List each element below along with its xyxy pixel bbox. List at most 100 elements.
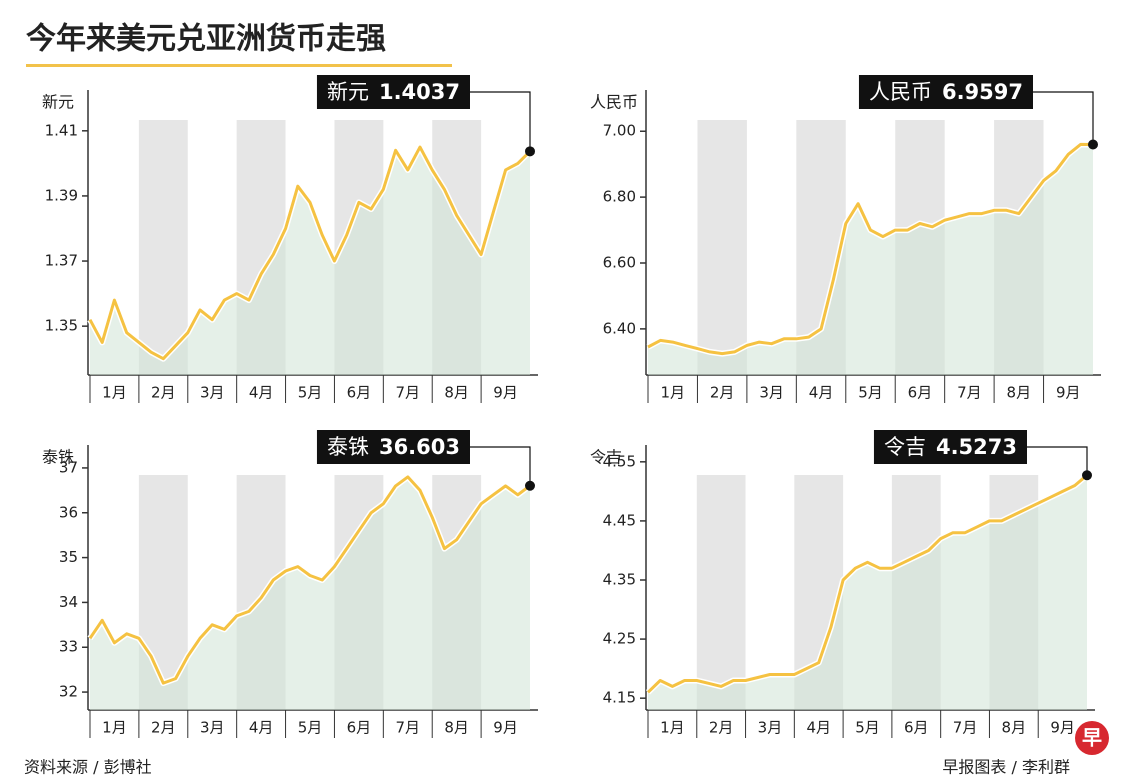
y-tick-label: 4.35 (603, 571, 636, 589)
callout-connector (1027, 446, 1088, 476)
x-tick-label: 1月 (660, 719, 685, 737)
logo-circle (1075, 721, 1109, 755)
x-tick-label: 6月 (347, 384, 372, 402)
x-tick-label: 6月 (908, 384, 933, 402)
x-tick-label: 5月 (855, 719, 880, 737)
y-tick-label: 7.00 (603, 122, 636, 140)
x-tick-label: 2月 (709, 719, 734, 737)
credit: 早报图表 / 李利群 (942, 758, 1070, 777)
x-tick-label: 6月 (904, 719, 929, 737)
y-tick-label: 34 (59, 593, 78, 611)
y-tick-label: 1.41 (45, 121, 78, 139)
x-tick-label: 5月 (298, 719, 323, 737)
x-tick-label: 9月 (493, 384, 518, 402)
x-tick-label: 1月 (660, 384, 685, 402)
line (88, 475, 531, 685)
x-tick-label: 8月 (1002, 719, 1027, 737)
last-point (525, 480, 535, 491)
y-axis-label: 令吉 (590, 448, 622, 467)
y-tick-label: 4.45 (603, 511, 636, 529)
y-tick-label: 32 (59, 683, 78, 701)
callout-name: 人民币 (869, 80, 932, 104)
panel: 新元 1.35 1.37 1.39 1.41 1月 2月 3月 4月 5月 6月 7月 8月 9月 新元 1.… (42, 75, 538, 403)
x-tick-label: 3月 (759, 384, 784, 402)
line-area (90, 476, 530, 710)
month-band (697, 120, 747, 375)
logo: 早 (1082, 726, 1102, 750)
x-tick-label: 1月 (102, 719, 127, 737)
callout-value: 1.4037 (379, 80, 460, 104)
y-axis-label: 新元 (42, 93, 74, 112)
x-tick-label: 4月 (806, 719, 831, 737)
callout-box (858, 75, 1033, 109)
y-tick-label: 1.37 (45, 252, 78, 270)
title-underline (26, 64, 452, 67)
y-tick-label: 36 (59, 503, 78, 521)
x-tick-label: 1月 (102, 384, 127, 402)
y-axis-label: 泰铢 (42, 448, 74, 467)
line (88, 145, 532, 361)
callout-value: 36.603 (379, 435, 460, 459)
x-tick-label: 7月 (953, 719, 978, 737)
x-tick-label: 3月 (200, 719, 225, 737)
callout-value: 6.9597 (942, 80, 1023, 104)
x-tick-label: 9月 (1050, 719, 1075, 737)
y-tick-label: 6.60 (603, 254, 636, 272)
last-point (1082, 470, 1092, 481)
y-tick-label: 35 (59, 548, 78, 566)
callout-box (316, 75, 470, 109)
y-tick-label: 4.55 (603, 452, 636, 470)
y-tick-label: 1.35 (45, 317, 78, 335)
x-tick-label: 7月 (396, 719, 421, 737)
callout-value: 4.5273 (936, 435, 1017, 459)
panel: 人民币 6.40 6.60 6.80 7.00 1月 2月 3月 4月 5月 6月 7月 8月 9月 人民币… (590, 75, 1101, 403)
source: 资料来源 / 彭博社 (24, 758, 152, 777)
x-tick-label: 9月 (493, 719, 518, 737)
x-tick-label: 5月 (858, 384, 883, 402)
month-band (138, 120, 188, 375)
line (647, 142, 1094, 356)
x-tick-label: 2月 (151, 719, 176, 737)
callout-box (873, 430, 1027, 464)
x-tick-label: 3月 (758, 719, 783, 737)
y-tick-label: 4.25 (603, 630, 636, 648)
x-tick-label: 4月 (809, 384, 834, 402)
last-point (1088, 139, 1098, 150)
callout-name: 令吉 (884, 435, 926, 459)
callout-box (316, 430, 470, 464)
callout-name: 新元 (327, 80, 369, 104)
x-tick-label: 2月 (151, 384, 176, 402)
y-tick-label: 4.15 (603, 689, 636, 707)
y-tick-label: 1.39 (45, 186, 78, 204)
panel: 令吉 4.15 4.25 4.35 4.45 4.55 1月 2月 3月 4月 5月 6月 7月 8月 9月… (590, 430, 1095, 738)
line-area (648, 475, 1087, 710)
callout-connector (1033, 91, 1094, 145)
line (646, 474, 1088, 694)
x-tick-label: 8月 (1007, 384, 1032, 402)
panel: 泰铢 32 33 34 35 36 37 1月 2月 3月 4月 5月 6月 7月 8月 9月 泰铢 36.603 (42, 430, 538, 738)
y-axis-label: 人民币 (590, 93, 638, 112)
x-tick-label: 7月 (396, 384, 421, 402)
x-tick-label: 6月 (347, 719, 372, 737)
line-area (90, 147, 530, 375)
x-tick-label: 4月 (249, 384, 274, 402)
x-tick-label: 2月 (710, 384, 735, 402)
callout-connector (470, 446, 531, 486)
month-band (696, 475, 746, 710)
callout-connector (470, 91, 531, 152)
x-tick-label: 8月 (444, 719, 469, 737)
y-tick-label: 33 (59, 638, 78, 656)
x-tick-label: 7月 (957, 384, 982, 402)
x-tick-label: 5月 (298, 384, 323, 402)
y-tick-label: 37 (59, 458, 78, 476)
x-tick-label: 4月 (249, 719, 274, 737)
last-point (525, 146, 535, 157)
y-tick-label: 6.80 (603, 188, 636, 206)
line-area (648, 144, 1093, 375)
y-tick-label: 6.40 (603, 319, 636, 337)
callout-name: 泰铢 (327, 435, 369, 459)
x-tick-label: 8月 (444, 384, 469, 402)
x-tick-label: 9月 (1056, 384, 1081, 402)
